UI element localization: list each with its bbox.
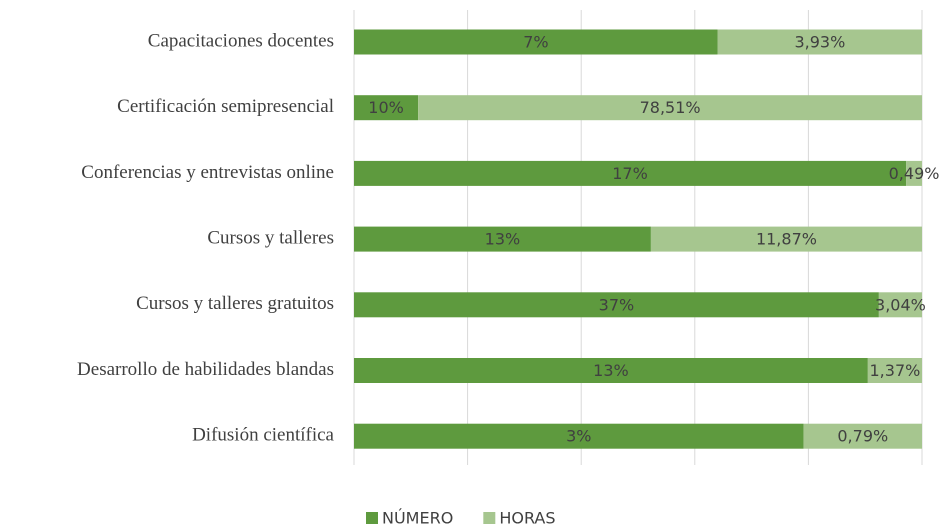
bar-segment xyxy=(354,358,868,383)
value-label: 0,79% xyxy=(837,427,888,446)
legend-label: NÚMERO xyxy=(382,509,453,528)
category-label: Difusión científica xyxy=(192,425,334,446)
bar-segment xyxy=(803,423,922,449)
category-label: Desarrollo de habilidades blandas xyxy=(77,359,334,380)
bar-segment xyxy=(354,292,879,318)
bar-segment xyxy=(354,29,718,55)
value-label: 37% xyxy=(599,295,635,314)
bar-segment xyxy=(354,226,651,252)
bar-segment xyxy=(418,95,922,121)
legend-label: HORAS xyxy=(499,509,555,528)
bar-segment xyxy=(354,95,419,121)
value-label: 1,37% xyxy=(870,361,921,380)
category-label: Capacitaciones docentes xyxy=(148,30,334,51)
value-label: 10% xyxy=(368,98,404,117)
value-label: 7% xyxy=(523,33,548,52)
value-label: 3,04% xyxy=(875,295,926,314)
category-label: Certificación semipresencial xyxy=(117,96,334,117)
legend-swatch xyxy=(366,512,378,524)
value-label: 11,87% xyxy=(756,230,817,249)
value-label: 3% xyxy=(566,427,591,446)
value-label: 0,49% xyxy=(889,164,940,183)
category-label: Cursos y talleres xyxy=(207,227,334,248)
legend-swatch xyxy=(483,512,496,524)
bar-segment xyxy=(878,292,922,318)
bar-segment xyxy=(906,160,922,186)
bar-segment xyxy=(354,160,907,186)
value-label: 13% xyxy=(485,230,521,249)
value-label: 17% xyxy=(612,164,648,183)
bar-segment xyxy=(354,423,804,449)
bar-segment xyxy=(867,358,922,383)
value-label: 78,51% xyxy=(640,98,701,117)
value-label: 13% xyxy=(593,361,629,380)
bar-segment xyxy=(650,226,922,252)
category-label: Conferencias y entrevistas online xyxy=(81,162,334,183)
bar-segment xyxy=(717,29,922,55)
category-label: Cursos y talleres gratuitos xyxy=(136,293,334,314)
value-label: 3,93% xyxy=(794,33,845,52)
